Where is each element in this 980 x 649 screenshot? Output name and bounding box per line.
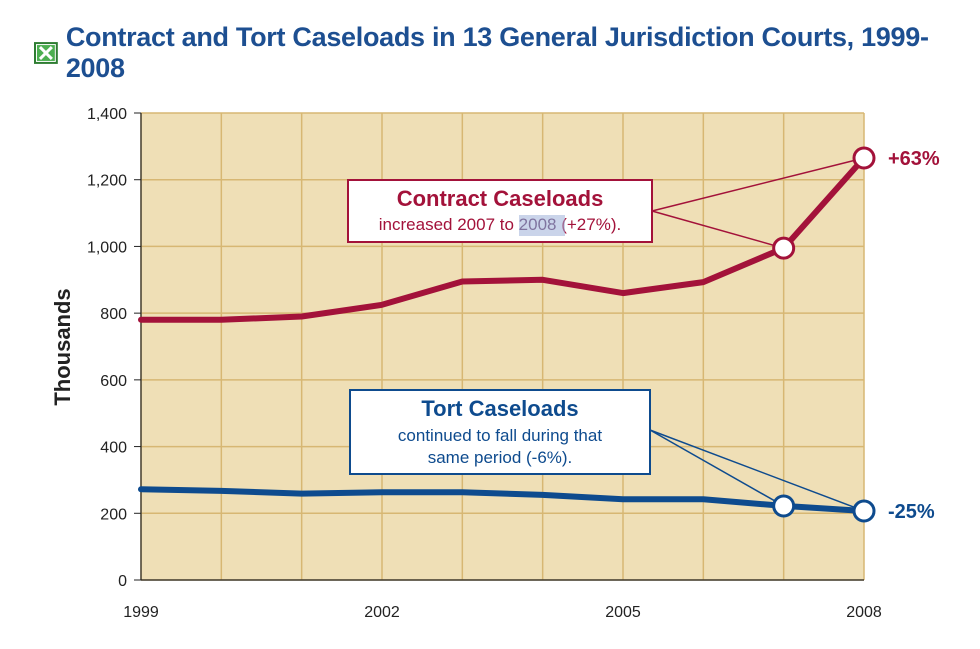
series-group (138, 155, 867, 514)
text-selection-highlight (519, 215, 565, 236)
contract-callout: Contract Caseloads increased 2007 to 200… (347, 179, 653, 243)
y-tick-label: 0 (118, 573, 127, 590)
highlight-markers (772, 146, 876, 523)
y-tick-label: 400 (100, 440, 127, 457)
y-tick-label: 1,200 (87, 173, 127, 190)
contract-callout-body: increased 2007 to 2008 (+27%). (379, 215, 621, 234)
chart-title: Contract and Tort Caseloads in 13 Genera… (34, 22, 980, 84)
y-tick-label: 800 (100, 306, 127, 323)
y-tick-label: 200 (100, 506, 127, 523)
y-tick-label: 1,400 (87, 106, 127, 123)
page-title: Contract and Tort Caseloads in 13 Genera… (65, 22, 929, 83)
x-tick-label: 2008 (846, 604, 882, 621)
tort-callout-leaders (649, 429, 865, 512)
y-tick-label: 600 (100, 373, 127, 390)
x-tick-label: 2002 (364, 604, 400, 621)
contract-end-label: +63% (888, 148, 940, 170)
tort-callout-line1: continued to fall during that (398, 426, 602, 445)
contract-callout-leaders (651, 157, 865, 249)
y-axis-label: Thousands (50, 288, 75, 405)
contract-marker-2007 (772, 236, 796, 260)
contract-series-line (138, 155, 867, 323)
spreadsheet-icon[interactable] (34, 42, 58, 64)
tort-end-label: -25% (888, 501, 935, 523)
contract-callout-title: Contract Caseloads (397, 186, 604, 211)
tort-callout-line2: same period (-6%). (428, 448, 573, 467)
contract-marker-2008 (852, 146, 876, 170)
tort-callout: Tort Caseloads continued to fall during … (349, 389, 651, 475)
tort-callout-title: Tort Caseloads (421, 396, 578, 421)
x-tick-label: 2005 (605, 604, 641, 621)
tort-series-line (138, 486, 867, 514)
tort-marker-2007 (772, 494, 796, 518)
tort-marker-2008 (852, 499, 876, 523)
axes: 0 200 400 600 800 1,000 1,200 1,400 1999 2002 2005… (87, 106, 882, 621)
y-tick-label: 1,000 (87, 239, 127, 256)
x-tick-label: 1999 (123, 604, 159, 621)
